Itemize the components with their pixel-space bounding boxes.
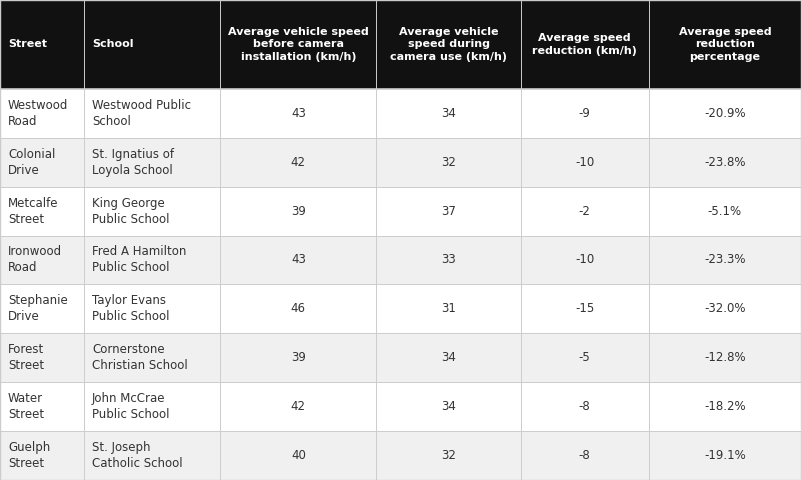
Text: St. Joseph
Catholic School: St. Joseph Catholic School bbox=[92, 441, 183, 470]
Text: -12.8%: -12.8% bbox=[704, 351, 746, 364]
Text: -8: -8 bbox=[579, 400, 590, 413]
Text: Fred A Hamilton
Public School: Fred A Hamilton Public School bbox=[92, 245, 187, 275]
Text: -18.2%: -18.2% bbox=[704, 400, 746, 413]
Text: 39: 39 bbox=[291, 204, 306, 217]
Text: Westwood Public
School: Westwood Public School bbox=[92, 99, 191, 128]
Text: -8: -8 bbox=[579, 449, 590, 462]
Text: 33: 33 bbox=[441, 253, 456, 266]
Text: Colonial
Drive: Colonial Drive bbox=[8, 148, 55, 177]
Bar bbox=[0, 333, 801, 382]
Text: Westwood
Road: Westwood Road bbox=[8, 99, 68, 128]
Text: Street: Street bbox=[8, 39, 47, 49]
Text: 39: 39 bbox=[291, 351, 306, 364]
Text: School: School bbox=[92, 39, 134, 49]
Text: -5: -5 bbox=[579, 351, 590, 364]
Text: 32: 32 bbox=[441, 449, 456, 462]
Text: Stephanie
Drive: Stephanie Drive bbox=[8, 294, 68, 324]
Text: -10: -10 bbox=[575, 253, 594, 266]
Bar bbox=[0, 284, 801, 333]
Text: Metcalfe
Street: Metcalfe Street bbox=[8, 196, 58, 226]
Text: 37: 37 bbox=[441, 204, 456, 217]
Text: -9: -9 bbox=[579, 107, 590, 120]
Text: Ironwood
Road: Ironwood Road bbox=[8, 245, 62, 275]
Text: King George
Public School: King George Public School bbox=[92, 196, 170, 226]
Bar bbox=[0, 0, 801, 89]
Text: 34: 34 bbox=[441, 400, 456, 413]
Text: Water
Street: Water Street bbox=[8, 392, 44, 421]
Text: -19.1%: -19.1% bbox=[704, 449, 746, 462]
Text: Average speed
reduction (km/h): Average speed reduction (km/h) bbox=[533, 33, 637, 56]
Bar bbox=[0, 382, 801, 431]
Bar bbox=[0, 236, 801, 284]
Text: 32: 32 bbox=[441, 156, 456, 168]
Text: Taylor Evans
Public School: Taylor Evans Public School bbox=[92, 294, 170, 324]
Text: 40: 40 bbox=[291, 449, 306, 462]
Bar bbox=[0, 138, 801, 187]
Bar bbox=[0, 431, 801, 480]
Text: Guelph
Street: Guelph Street bbox=[8, 441, 50, 470]
Text: -32.0%: -32.0% bbox=[704, 302, 746, 315]
Text: St. Ignatius of
Loyola School: St. Ignatius of Loyola School bbox=[92, 148, 174, 177]
Bar bbox=[0, 89, 801, 138]
Bar bbox=[0, 187, 801, 236]
Text: Forest
Street: Forest Street bbox=[8, 343, 44, 372]
Text: 46: 46 bbox=[291, 302, 306, 315]
Text: 34: 34 bbox=[441, 351, 456, 364]
Text: 34: 34 bbox=[441, 107, 456, 120]
Text: -15: -15 bbox=[575, 302, 594, 315]
Text: 42: 42 bbox=[291, 400, 306, 413]
Text: -2: -2 bbox=[579, 204, 590, 217]
Text: Average vehicle
speed during
camera use (km/h): Average vehicle speed during camera use … bbox=[390, 26, 507, 62]
Text: 42: 42 bbox=[291, 156, 306, 168]
Text: 43: 43 bbox=[291, 107, 306, 120]
Text: -20.9%: -20.9% bbox=[704, 107, 746, 120]
Text: -5.1%: -5.1% bbox=[708, 204, 742, 217]
Text: 43: 43 bbox=[291, 253, 306, 266]
Text: -23.8%: -23.8% bbox=[704, 156, 746, 168]
Text: 31: 31 bbox=[441, 302, 456, 315]
Text: Cornerstone
Christian School: Cornerstone Christian School bbox=[92, 343, 188, 372]
Text: Average speed
reduction
percentage: Average speed reduction percentage bbox=[678, 26, 771, 62]
Text: -23.3%: -23.3% bbox=[704, 253, 746, 266]
Text: -10: -10 bbox=[575, 156, 594, 168]
Text: Average vehicle speed
before camera
installation (km/h): Average vehicle speed before camera inst… bbox=[228, 26, 368, 62]
Text: John McCrae
Public School: John McCrae Public School bbox=[92, 392, 170, 421]
